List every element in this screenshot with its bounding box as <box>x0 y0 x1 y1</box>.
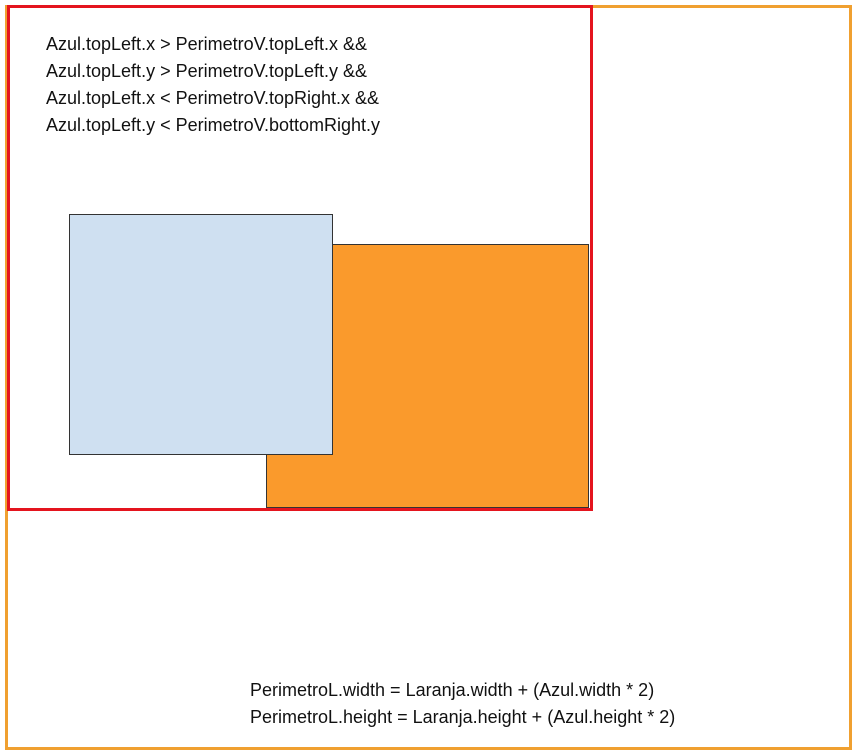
condition-line: Azul.topLeft.y > PerimetroV.topLeft.y && <box>46 61 368 81</box>
azul-rectangle <box>69 214 333 455</box>
condition-line: Azul.topLeft.y < PerimetroV.bottomRight.… <box>46 115 381 135</box>
condition-line: Azul.topLeft.x < PerimetroV.topRight.x &… <box>46 88 380 108</box>
condition-text-block: Azul.topLeft.x > PerimetroV.topLeft.x &&… <box>46 31 380 139</box>
condition-line: Azul.topLeft.x > PerimetroV.topLeft.x && <box>46 34 368 54</box>
formula-line-width: PerimetroL.width = Laranja.width + (Azul… <box>250 680 655 700</box>
formula-line-height: PerimetroL.height = Laranja.height + (Az… <box>250 707 676 727</box>
formula-text-block: PerimetroL.width = Laranja.width + (Azul… <box>250 677 675 731</box>
